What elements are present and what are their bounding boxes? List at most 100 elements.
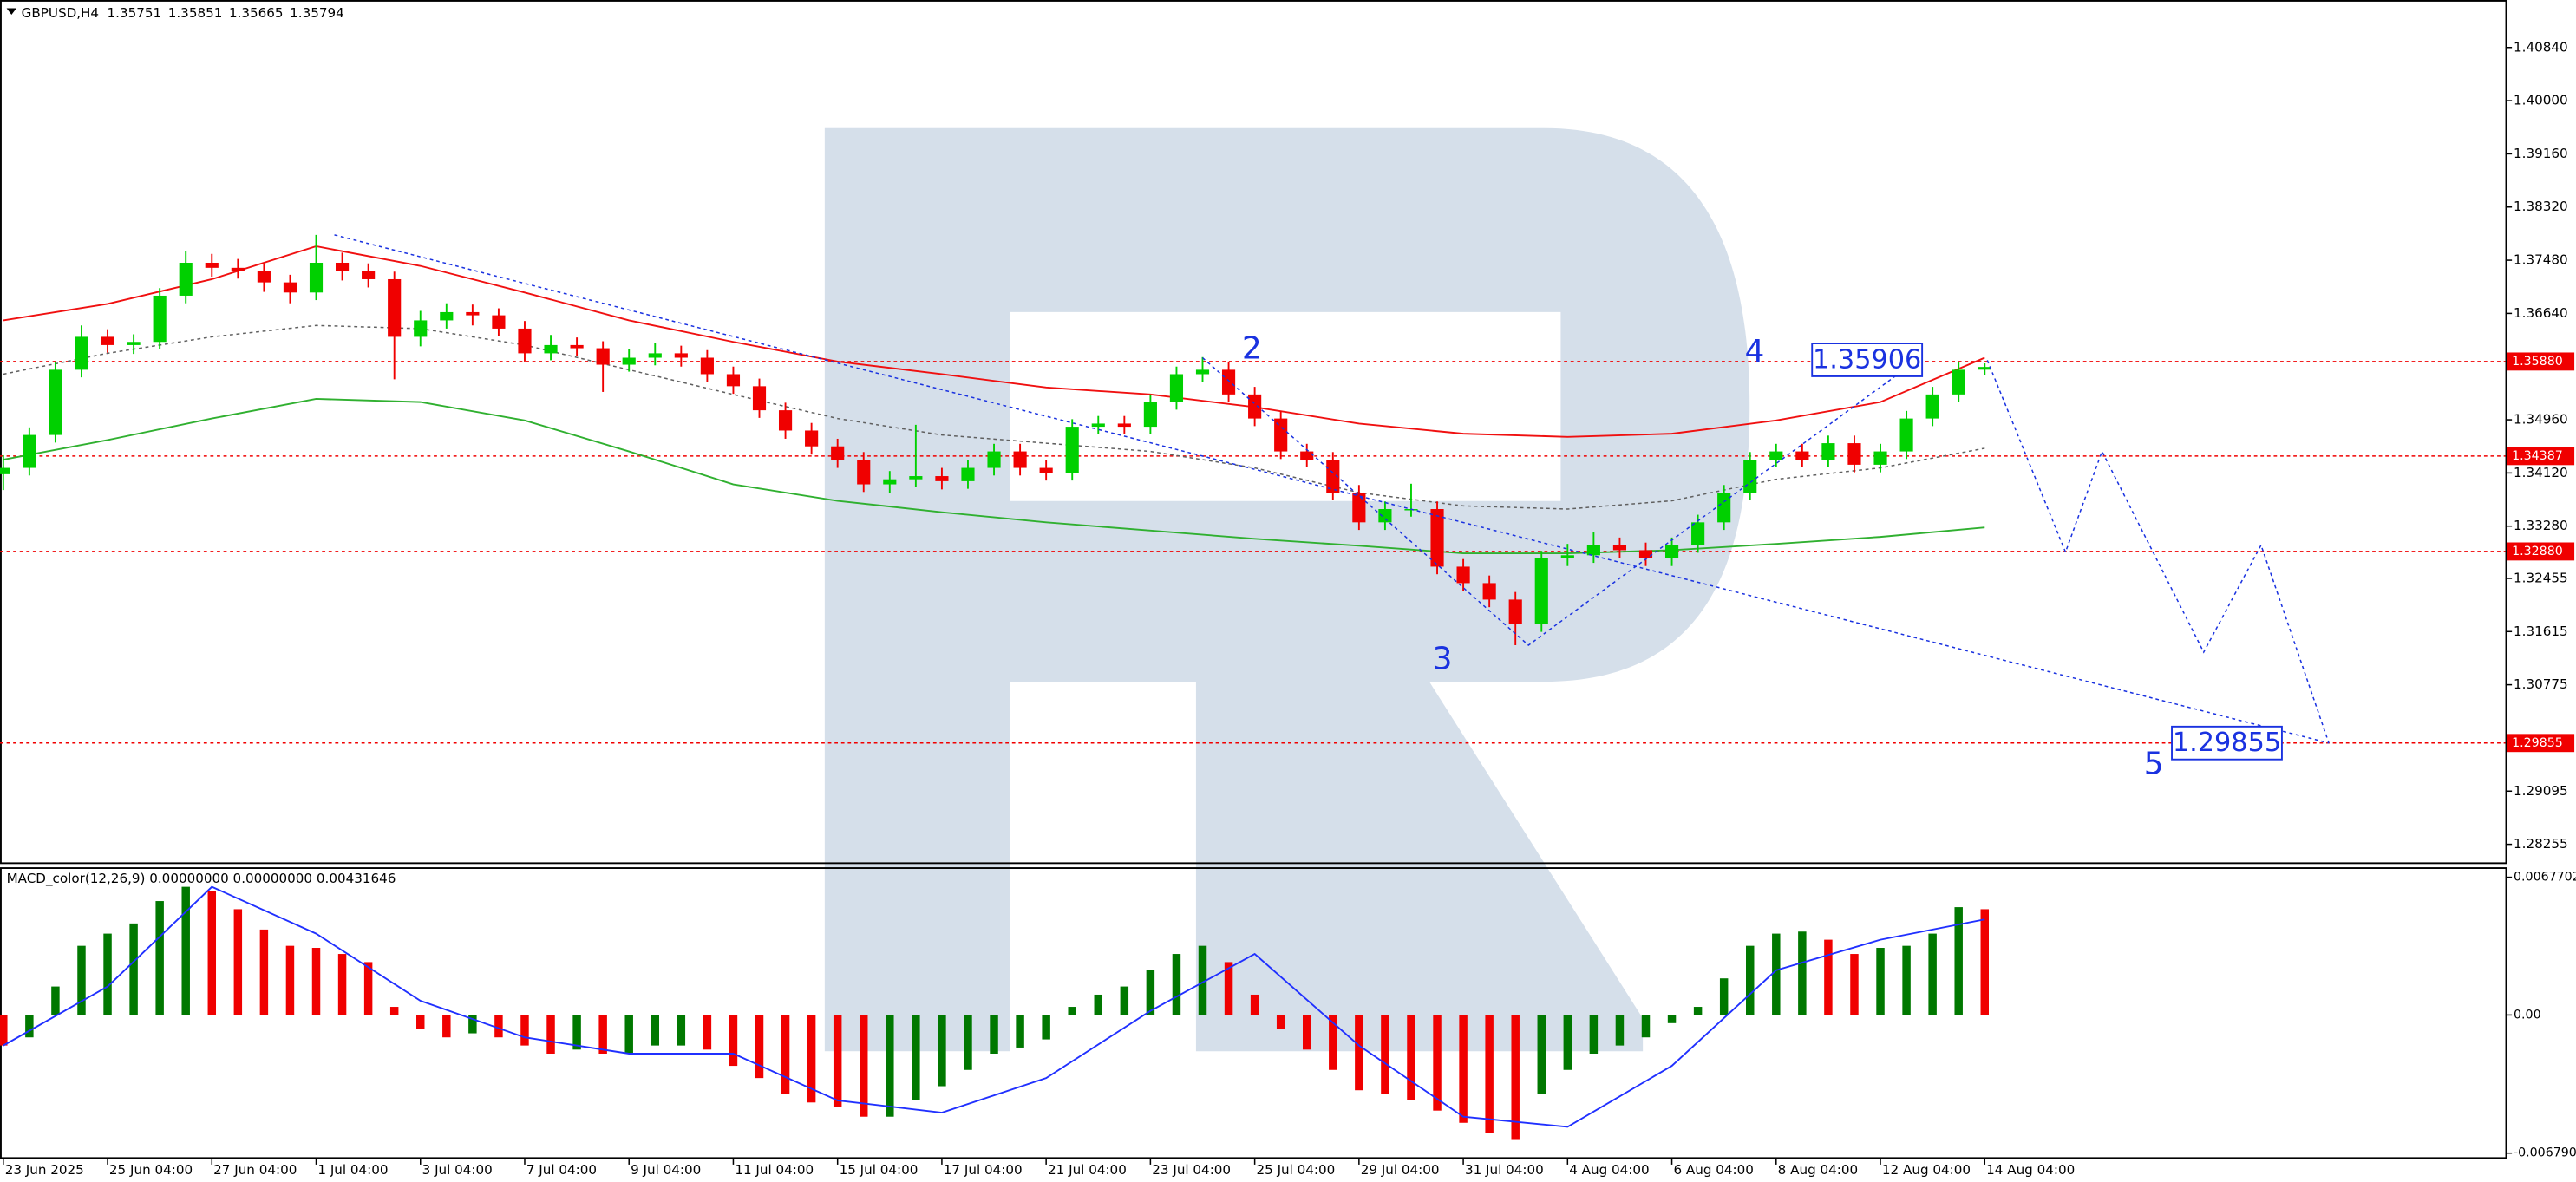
macd-bar — [207, 891, 217, 1015]
macd-bar — [1954, 907, 1963, 1015]
macd-bar — [860, 1015, 868, 1117]
macd-bar — [468, 1015, 477, 1034]
macd-bar — [1250, 994, 1259, 1015]
candle-body — [1039, 467, 1053, 473]
x-tick-label: 15 Jul 04:00 — [840, 1162, 919, 1178]
macd-bar — [442, 1015, 451, 1038]
candle-body — [805, 430, 819, 447]
candle-body — [752, 386, 767, 411]
wave-line — [1986, 360, 2330, 744]
candle-body — [414, 320, 428, 337]
candle-body — [1560, 555, 1574, 558]
candle-body — [700, 357, 714, 375]
macd-bar — [1798, 931, 1807, 1015]
macd-bar — [25, 1015, 34, 1038]
y-tick-label: 1.34120 — [2514, 465, 2568, 480]
price-plot: 1.35880 1.34387 1.32880 1.29855 2 3 4 5 1.35906 1… — [0, 234, 2575, 782]
candle-body — [987, 451, 1001, 468]
candle-body — [518, 328, 532, 354]
macd-bar — [1719, 978, 1729, 1015]
candle-body — [1586, 545, 1600, 556]
candle-body — [309, 262, 324, 293]
candle-body — [492, 315, 506, 329]
candle-body — [1638, 550, 1653, 558]
macd-bar — [703, 1015, 712, 1050]
x-tick-label: 7 Jul 04:00 — [526, 1162, 597, 1178]
macd-plot — [0, 885, 1989, 1140]
wave-label: 3 — [1433, 641, 1453, 676]
x-tick-label: 21 Jul 04:00 — [1048, 1162, 1127, 1178]
candle-body — [1534, 558, 1548, 624]
macd-bar — [1641, 1015, 1651, 1038]
candle-body — [75, 336, 88, 370]
macd-bar — [1511, 1015, 1520, 1140]
macd-bar — [807, 1015, 816, 1103]
macd-bar — [1303, 1015, 1311, 1050]
macd-bar — [285, 945, 295, 1015]
candle-body — [388, 278, 402, 337]
macd-bar — [51, 986, 60, 1015]
macd-bar — [651, 1015, 660, 1046]
watermark — [824, 127, 1750, 1052]
macd-bar — [1693, 1007, 1703, 1015]
main-panel-frame — [0, 0, 2507, 865]
macd-bar — [1016, 1015, 1024, 1048]
x-tick-label: 17 Jul 04:00 — [944, 1162, 1023, 1178]
candle-body — [1769, 451, 1783, 460]
x-tick-label: 11 Jul 04:00 — [735, 1162, 814, 1178]
x-tick-label: 27 Jun 04:00 — [213, 1162, 297, 1178]
candle-body — [1664, 545, 1679, 558]
moving-average — [3, 324, 1985, 510]
macd-bar — [964, 1015, 972, 1070]
macd-bar — [181, 886, 190, 1015]
candle-body — [674, 353, 688, 358]
wave-label: 2 — [1242, 330, 1262, 366]
symbol: GBPUSD,H4 — [22, 5, 99, 21]
macd-bar — [546, 1015, 555, 1054]
macd-bar — [1772, 933, 1781, 1015]
candle-body — [153, 295, 167, 343]
candle-body — [883, 479, 897, 485]
macd-bar — [1407, 1015, 1415, 1100]
moving-average — [3, 398, 1985, 555]
candle-body — [1482, 583, 1496, 600]
macd-bar — [233, 909, 243, 1015]
candle-body — [1821, 443, 1835, 460]
candle-body — [283, 282, 297, 293]
macd-bar — [1850, 954, 1859, 1015]
candle-body — [1717, 493, 1731, 523]
macd-bar — [833, 1015, 842, 1107]
level-label: 1.35880 — [2512, 355, 2563, 369]
x-tick-label: 25 Jul 04:00 — [1257, 1162, 1336, 1178]
macd-bar — [1563, 1015, 1572, 1070]
level-label-box — [2507, 734, 2575, 753]
x-tick-label: 1 Jul 04:00 — [317, 1162, 388, 1178]
candle-body — [570, 344, 584, 349]
macd-bar — [1980, 909, 1989, 1015]
price-box-label: 1.35906 — [1813, 344, 1921, 375]
macd-bar — [1068, 1007, 1076, 1015]
candle-body — [1195, 369, 1210, 375]
y-tick-label: 1.40840 — [2514, 39, 2568, 55]
candle-body — [1430, 509, 1444, 567]
candle-body — [1612, 545, 1627, 551]
candle-body — [179, 262, 193, 296]
candle-body — [1117, 423, 1131, 428]
x-tick-label: 31 Jul 04:00 — [1465, 1162, 1544, 1178]
candle-body — [1925, 394, 1939, 419]
candle-body — [362, 271, 376, 279]
macd-bar — [598, 1015, 607, 1054]
high-price: 1.35851 — [168, 5, 223, 21]
x-tick-label: 12 Aug 04:00 — [1882, 1162, 1971, 1178]
candle-body — [1952, 369, 1965, 395]
candle-body — [335, 262, 350, 271]
macd-bar — [1667, 1015, 1677, 1023]
macd-bar — [103, 933, 112, 1015]
candle-body — [1795, 451, 1809, 460]
macd-bar — [0, 1015, 8, 1046]
macd-y-tick-label: 0.00 — [2514, 1008, 2541, 1022]
candle-body — [1300, 451, 1314, 460]
candle-body — [622, 357, 636, 365]
y-tick-label: 1.30775 — [2514, 676, 2568, 692]
candle-body — [1691, 522, 1705, 545]
